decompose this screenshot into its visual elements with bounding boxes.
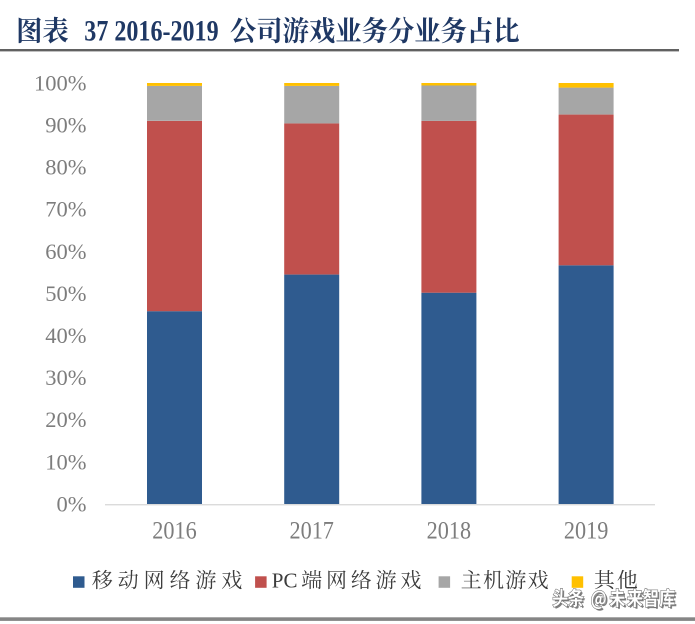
svg-text:60%: 60% xyxy=(45,239,86,264)
svg-text:2018: 2018 xyxy=(427,517,472,545)
svg-text:2019: 2019 xyxy=(564,517,608,545)
svg-text:70%: 70% xyxy=(45,197,86,222)
svg-text:PC: PC xyxy=(272,569,298,593)
svg-text:100%: 100% xyxy=(34,70,87,95)
svg-text:37 2016-2019: 37 2016-2019 xyxy=(84,14,218,47)
svg-text:10%: 10% xyxy=(45,449,86,474)
svg-text:20%: 20% xyxy=(45,407,86,432)
svg-text:30%: 30% xyxy=(45,365,86,390)
svg-text:0%: 0% xyxy=(57,491,87,516)
svg-text:80%: 80% xyxy=(45,155,86,180)
svg-text:2016: 2016 xyxy=(152,517,197,545)
svg-text:40%: 40% xyxy=(45,323,86,348)
svg-text:50%: 50% xyxy=(45,281,86,306)
svg-text:90%: 90% xyxy=(45,113,86,138)
svg-text:2017: 2017 xyxy=(289,517,334,545)
